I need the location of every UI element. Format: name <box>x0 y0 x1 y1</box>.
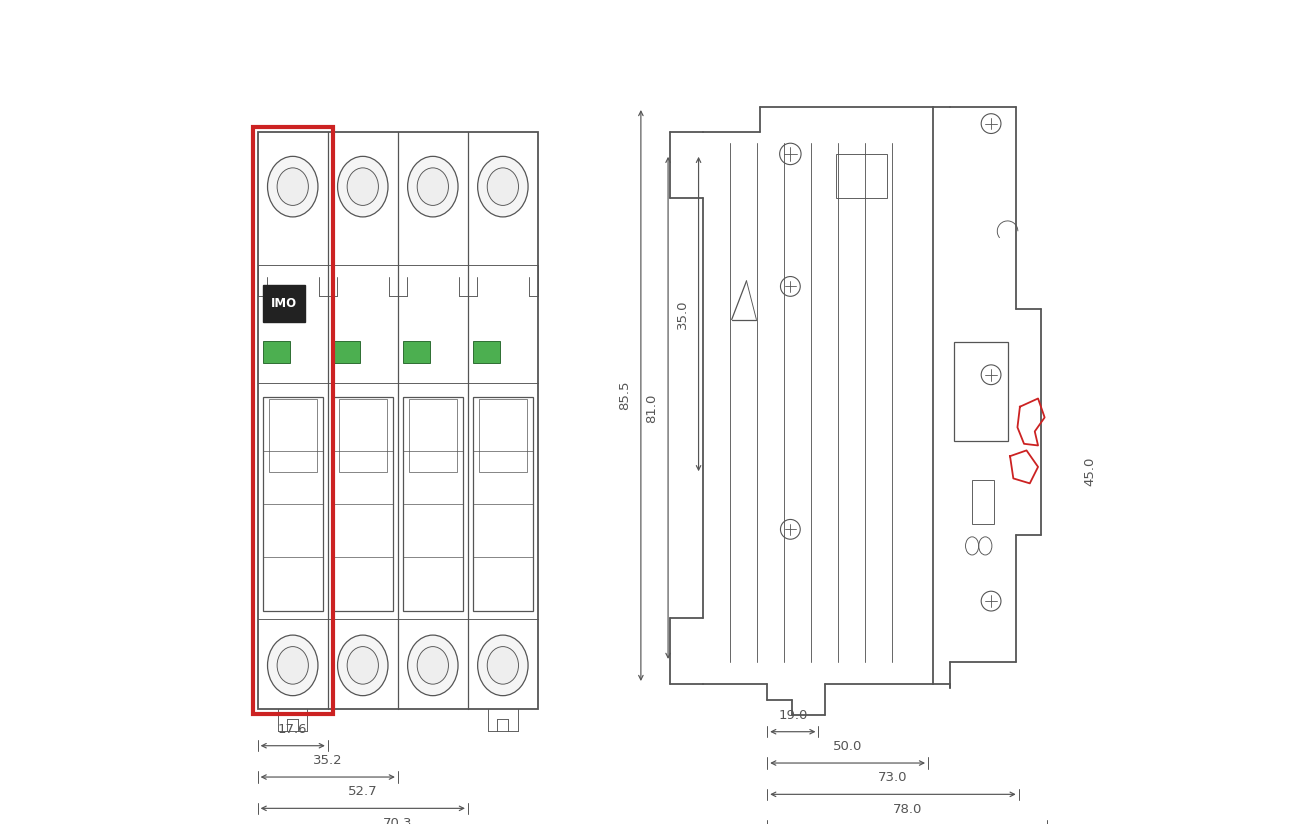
Bar <box>473 340 501 363</box>
Ellipse shape <box>338 157 388 217</box>
Text: 70.3: 70.3 <box>383 817 413 824</box>
Bar <box>263 285 306 322</box>
Text: 35.2: 35.2 <box>313 754 343 767</box>
Ellipse shape <box>408 635 458 695</box>
Ellipse shape <box>267 635 317 695</box>
Text: 52.7: 52.7 <box>348 785 378 798</box>
Text: 50.0: 50.0 <box>833 740 862 753</box>
Bar <box>333 340 360 363</box>
Text: 85.5: 85.5 <box>618 381 631 410</box>
Bar <box>409 399 457 472</box>
Ellipse shape <box>488 647 519 684</box>
Bar <box>333 397 393 611</box>
Bar <box>404 340 430 363</box>
Text: 81.0: 81.0 <box>645 393 658 423</box>
Bar <box>263 397 322 611</box>
Ellipse shape <box>408 157 458 217</box>
Bar <box>955 342 1007 441</box>
Ellipse shape <box>488 168 519 205</box>
Text: 35.0: 35.0 <box>676 299 689 329</box>
Text: IMO: IMO <box>271 297 298 310</box>
Bar <box>402 397 463 611</box>
Bar <box>253 127 333 714</box>
Ellipse shape <box>417 647 449 684</box>
Bar <box>339 399 387 472</box>
Ellipse shape <box>477 635 528 695</box>
Ellipse shape <box>277 168 308 205</box>
Ellipse shape <box>417 168 449 205</box>
Bar <box>479 399 526 472</box>
Bar <box>472 397 533 611</box>
Bar <box>973 480 995 524</box>
Bar <box>258 132 538 709</box>
Text: 78.0: 78.0 <box>893 803 922 816</box>
Ellipse shape <box>347 168 378 205</box>
Ellipse shape <box>338 635 388 695</box>
Ellipse shape <box>347 647 378 684</box>
Bar <box>836 154 888 198</box>
Ellipse shape <box>277 647 308 684</box>
Text: 73.0: 73.0 <box>878 771 908 784</box>
Bar <box>263 340 290 363</box>
Ellipse shape <box>267 157 317 217</box>
Ellipse shape <box>477 157 528 217</box>
Text: 17.6: 17.6 <box>277 723 307 736</box>
Text: 45.0: 45.0 <box>1084 456 1096 486</box>
Bar <box>268 399 317 472</box>
Text: 19.0: 19.0 <box>778 709 808 722</box>
